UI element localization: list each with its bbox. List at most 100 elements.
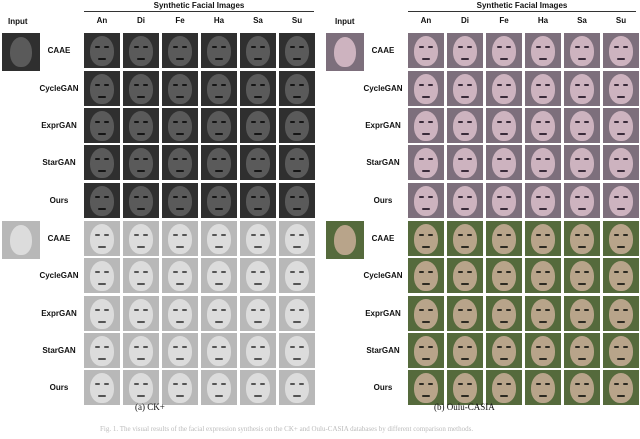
synthetic-face-image xyxy=(123,183,159,218)
synthetic-face-image xyxy=(408,221,444,256)
synthetic-face-image xyxy=(603,145,639,180)
synthetic-face-image xyxy=(201,145,237,180)
synthetic-face-image xyxy=(564,33,600,68)
synthetic-face-image xyxy=(525,145,561,180)
synthetic-face-image xyxy=(279,333,315,368)
synthetic-face-image xyxy=(486,296,522,331)
synthetic-face-image xyxy=(84,221,120,256)
synthetic-face-image xyxy=(162,296,198,331)
synthetic-face-image xyxy=(123,296,159,331)
row-label-cyclegan: CycleGAN xyxy=(39,271,79,280)
synthetic-face-image xyxy=(123,71,159,106)
synthetic-face-image xyxy=(486,33,522,68)
synthetic-face-image xyxy=(162,370,198,405)
synthetic-face-image xyxy=(525,108,561,143)
synthetic-face-image xyxy=(525,33,561,68)
synthetic-face-image xyxy=(279,221,315,256)
column-header-di: Di xyxy=(461,16,469,25)
synthetic-face-image xyxy=(240,33,276,68)
row-label-cyclegan: CycleGAN xyxy=(363,84,403,93)
synthetic-face-image xyxy=(525,296,561,331)
input-header: Input xyxy=(8,17,28,26)
column-header-sa: Sa xyxy=(253,16,263,25)
synthetic-face-image xyxy=(279,145,315,180)
synthetic-face-image xyxy=(603,183,639,218)
synthetic-face-image xyxy=(603,221,639,256)
synthetic-face-image xyxy=(447,183,483,218)
synthetic-face-image xyxy=(162,108,198,143)
row-label-cyclegan: CycleGAN xyxy=(39,84,79,93)
synthetic-title: Synthetic Facial Images xyxy=(153,1,245,10)
synthetic-face-image xyxy=(162,145,198,180)
panel-oulu-casia: Input Synthetic Facial Images An Di Fe Ha Sa… xyxy=(322,0,640,439)
synthetic-face-image xyxy=(279,258,315,293)
synthetic-face-image xyxy=(201,258,237,293)
row-label-caae: CAAE xyxy=(47,46,71,55)
synthetic-face-image xyxy=(201,296,237,331)
synthetic-face-image xyxy=(525,71,561,106)
synthetic-face-image xyxy=(486,258,522,293)
synthetic-face-image xyxy=(525,221,561,256)
row-label-exprgan: ExprGAN xyxy=(41,121,77,130)
column-header-su: Su xyxy=(291,16,303,25)
synthetic-face-image xyxy=(447,221,483,256)
synthetic-face-image xyxy=(447,258,483,293)
subcaption-b: (b) Oulu-CASIA xyxy=(434,402,495,412)
synthetic-face-image xyxy=(525,183,561,218)
synthetic-face-image xyxy=(201,33,237,68)
synthetic-title-rule xyxy=(408,11,636,12)
synthetic-face-image xyxy=(240,221,276,256)
synthetic-face-image xyxy=(486,71,522,106)
synthetic-face-image xyxy=(84,33,120,68)
synthetic-face-image xyxy=(240,183,276,218)
synthetic-face-image xyxy=(162,33,198,68)
synthetic-face-image xyxy=(162,258,198,293)
row-label-stargan: StarGAN xyxy=(42,346,76,355)
synthetic-face-image xyxy=(564,258,600,293)
row-label-ours: Ours xyxy=(373,196,393,205)
synthetic-face-image xyxy=(603,108,639,143)
synthetic-face-image xyxy=(201,71,237,106)
synthetic-face-image xyxy=(525,333,561,368)
synthetic-face-image xyxy=(447,296,483,331)
synthetic-face-image xyxy=(279,296,315,331)
input-header: Input xyxy=(335,17,355,26)
synthetic-face-image xyxy=(408,145,444,180)
synthetic-face-image xyxy=(408,258,444,293)
column-header-ha: Ha xyxy=(537,16,549,25)
synthetic-face-image xyxy=(525,258,561,293)
synthetic-face-image xyxy=(123,145,159,180)
synthetic-face-image xyxy=(162,333,198,368)
synthetic-face-image xyxy=(486,108,522,143)
synthetic-face-image xyxy=(525,370,561,405)
synthetic-face-image xyxy=(279,71,315,106)
synthetic-face-image xyxy=(603,296,639,331)
synthetic-face-image xyxy=(408,108,444,143)
synthetic-face-image xyxy=(564,370,600,405)
row-label-caae: CAAE xyxy=(47,234,71,243)
figure-caption: Fig. 1. The visual results of the facial… xyxy=(100,425,474,433)
synthetic-face-image xyxy=(603,333,639,368)
synthetic-face-image xyxy=(447,333,483,368)
synthetic-face-image xyxy=(408,296,444,331)
synthetic-face-image xyxy=(123,333,159,368)
synthetic-face-image xyxy=(84,108,120,143)
synthetic-face-image xyxy=(240,145,276,180)
synthetic-face-image xyxy=(447,145,483,180)
synthetic-face-image xyxy=(84,258,120,293)
synthetic-face-image xyxy=(279,108,315,143)
synthetic-face-image xyxy=(564,221,600,256)
synthetic-face-image xyxy=(486,183,522,218)
synthetic-face-image xyxy=(201,221,237,256)
synthetic-face-image xyxy=(123,370,159,405)
synthetic-face-image xyxy=(279,33,315,68)
synthetic-face-image xyxy=(84,370,120,405)
synthetic-face-image xyxy=(84,183,120,218)
panel-ck-plus: Input Synthetic Facial Images An Di Fe Ha Sa… xyxy=(2,1,315,412)
synthetic-face-image xyxy=(564,333,600,368)
synthetic-face-image xyxy=(603,258,639,293)
input-face-image xyxy=(326,33,364,71)
row-label-stargan: StarGAN xyxy=(42,158,76,167)
synthetic-face-image xyxy=(240,333,276,368)
synthetic-face-image xyxy=(84,71,120,106)
